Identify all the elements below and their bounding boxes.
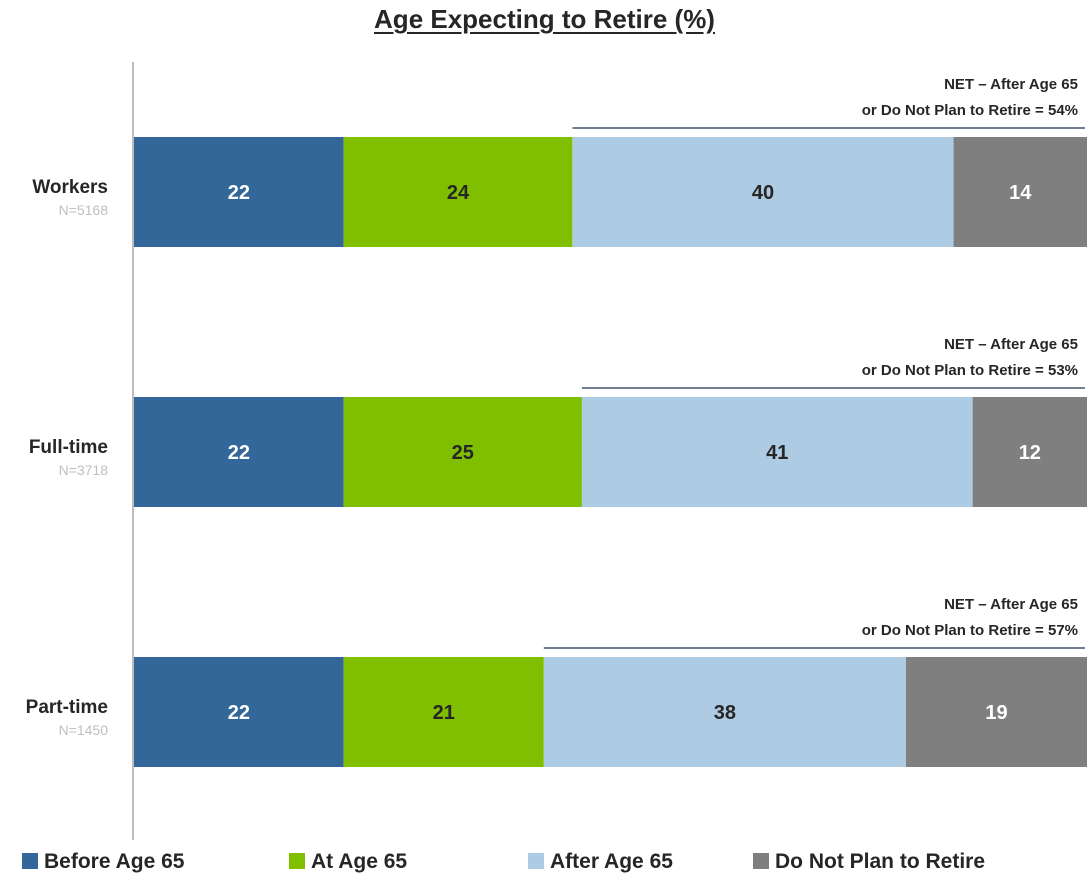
category-n-label: N=3718	[59, 462, 109, 478]
data-label: 12	[1019, 442, 1041, 464]
category-n-label: N=5168	[59, 202, 109, 218]
bar-segment	[343, 397, 582, 507]
legend-label: Do Not Plan to Retire	[775, 850, 985, 873]
legend-label: At Age 65	[311, 850, 407, 873]
data-label: 22	[228, 182, 250, 204]
bar-segment	[343, 657, 544, 767]
data-label: 22	[228, 702, 250, 724]
net-annotation-line1: NET – After Age 65	[944, 596, 1078, 613]
category-label: Workers	[32, 177, 108, 198]
bar-segment	[905, 657, 1087, 767]
net-annotation-line2: or Do Not Plan to Retire = 57%	[862, 622, 1078, 639]
data-label: 25	[452, 442, 474, 464]
chart-title-text: Age Expecting to Retire (%)	[374, 4, 715, 34]
net-annotation-line2: or Do Not Plan to Retire = 53%	[862, 362, 1078, 379]
category-label: Full-time	[29, 437, 108, 458]
chart-title: Age Expecting to Retire (%)	[0, 4, 1089, 35]
data-label: 14	[1009, 182, 1032, 204]
net-annotation-line1: NET – After Age 65	[944, 336, 1078, 353]
legend-label: Before Age 65	[44, 850, 185, 873]
bar-segment	[134, 657, 344, 767]
bar-segment	[953, 137, 1087, 247]
data-label: 41	[766, 442, 788, 464]
net-annotation-line2: or Do Not Plan to Retire = 54%	[862, 102, 1078, 119]
data-label: 19	[985, 702, 1007, 724]
bar-segment	[343, 137, 573, 247]
bar-segment	[543, 657, 906, 767]
bar-segment	[134, 397, 344, 507]
data-label: 21	[433, 702, 455, 724]
legend-swatch	[753, 853, 769, 869]
data-label: 40	[752, 182, 774, 204]
legend-swatch	[528, 853, 544, 869]
category-label: Part-time	[26, 697, 108, 718]
bar-segment	[134, 137, 344, 247]
bar-segment	[572, 137, 954, 247]
legend-label: After Age 65	[550, 850, 673, 873]
category-n-label: N=1450	[59, 722, 109, 738]
legend-swatch	[22, 853, 38, 869]
bar-segment	[972, 397, 1087, 507]
data-label: 38	[714, 702, 736, 724]
net-annotation-line1: NET – After Age 65	[944, 76, 1078, 93]
data-label: 24	[447, 182, 470, 204]
bar-segment	[581, 397, 973, 507]
data-label: 22	[228, 442, 250, 464]
legend-swatch	[289, 853, 305, 869]
